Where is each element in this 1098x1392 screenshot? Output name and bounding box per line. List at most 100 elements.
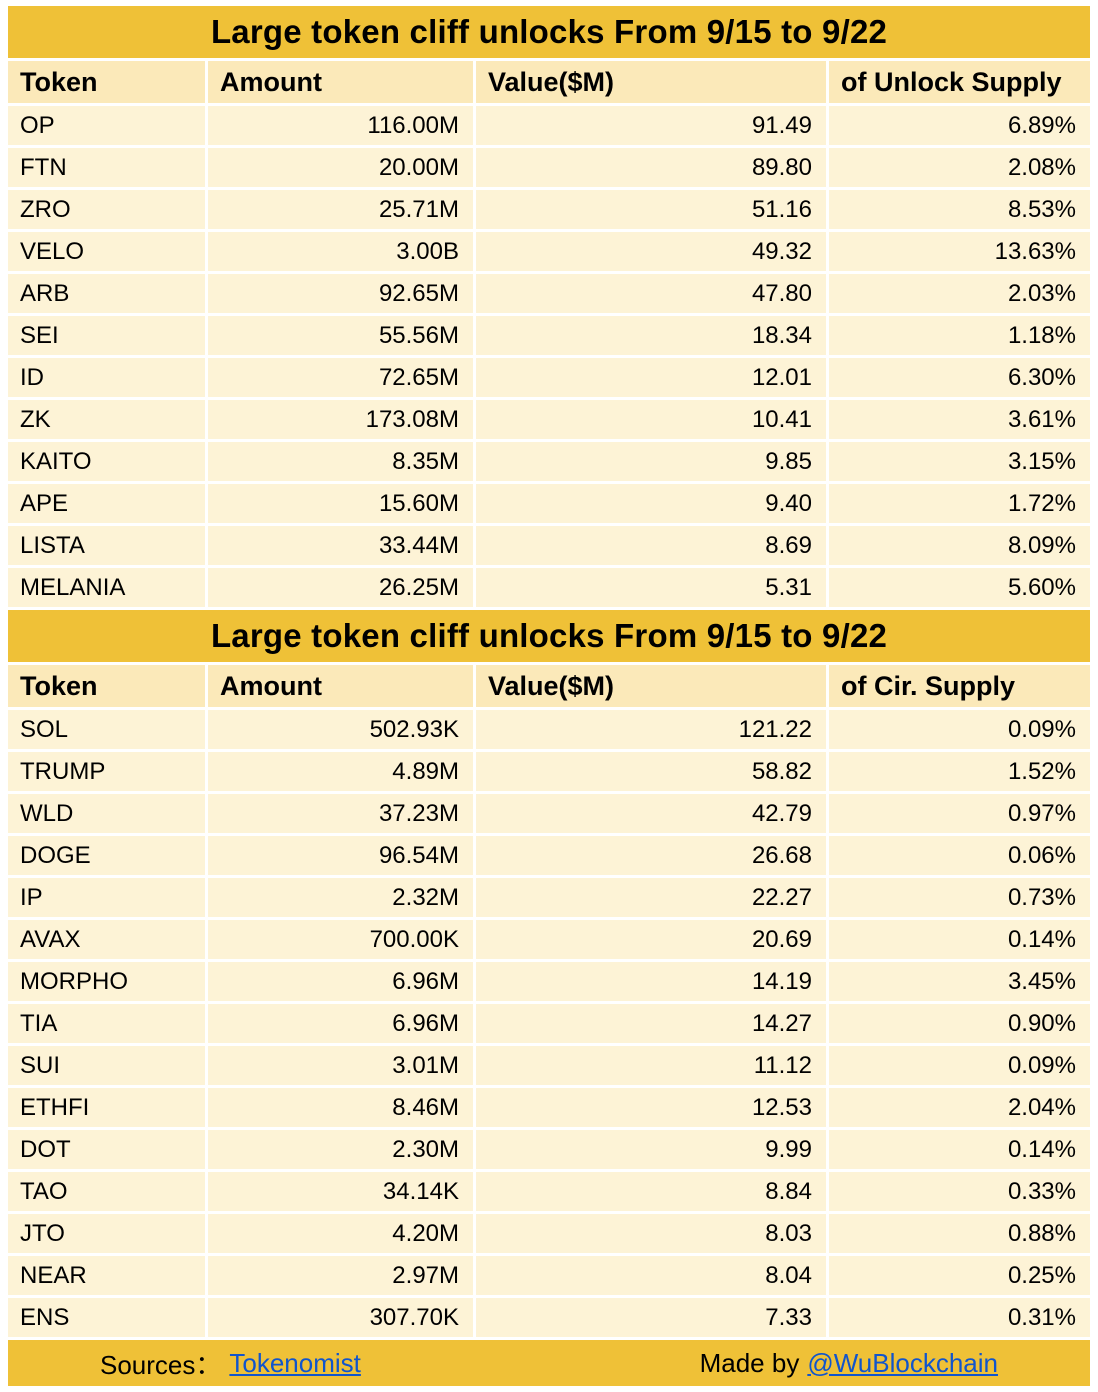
supply-cell: 1.18% <box>829 316 1090 355</box>
amount-cell: 4.89M <box>208 752 473 791</box>
sources-label: Sources： <box>100 1349 222 1380</box>
supply-cell: 3.45% <box>829 962 1090 1001</box>
column-header-supply: of Unlock Supply <box>829 61 1090 103</box>
supply-cell: 0.90% <box>829 1004 1090 1043</box>
token-cell: TAO <box>8 1172 205 1211</box>
amount-cell: 700.00K <box>208 920 473 959</box>
token-cell: MELANIA <box>8 568 205 607</box>
token-cell: DOT <box>8 1130 205 1169</box>
supply-cell: 0.88% <box>829 1214 1090 1253</box>
amount-cell: 20.00M <box>208 148 473 187</box>
token-cell: NEAR <box>8 1256 205 1295</box>
token-cell: TRUMP <box>8 752 205 791</box>
table-body: SOL 502.93K 121.22 0.09% TRUMP 4.89M 58.82 1.52… <box>8 710 1090 1337</box>
value-cell: 9.99 <box>476 1130 826 1169</box>
value-cell: 49.32 <box>476 232 826 271</box>
token-cell: ETHFI <box>8 1088 205 1127</box>
token-cell: WLD <box>8 794 205 833</box>
value-cell: 14.19 <box>476 962 826 1001</box>
token-cell: MORPHO <box>8 962 205 1001</box>
tokenomist-link[interactable]: Tokenomist <box>229 1347 361 1378</box>
value-cell: 8.04 <box>476 1256 826 1295</box>
token-cell: APE <box>8 484 205 523</box>
column-header-token: Token <box>8 61 205 103</box>
value-cell: 91.49 <box>476 106 826 145</box>
value-cell: 9.40 <box>476 484 826 523</box>
supply-cell: 8.09% <box>829 526 1090 565</box>
amount-cell: 8.35M <box>208 442 473 481</box>
value-cell: 9.85 <box>476 442 826 481</box>
supply-cell: 0.14% <box>829 920 1090 959</box>
made-by-label: Made by <box>699 1347 800 1378</box>
column-header-amount: Amount <box>208 665 473 707</box>
token-cell: ARB <box>8 274 205 313</box>
token-cell: OP <box>8 106 205 145</box>
token-cell: JTO <box>8 1214 205 1253</box>
amount-cell: 3.01M <box>208 1046 473 1085</box>
amount-cell: 2.97M <box>208 1256 473 1295</box>
column-header-amount: Amount <box>208 61 473 103</box>
amount-cell: 3.00B <box>208 232 473 271</box>
amount-cell: 116.00M <box>208 106 473 145</box>
amount-cell: 37.23M <box>208 794 473 833</box>
token-cell: AVAX <box>8 920 205 959</box>
token-cell: ZRO <box>8 190 205 229</box>
value-cell: 51.16 <box>476 190 826 229</box>
token-cell: SEI <box>8 316 205 355</box>
amount-cell: 15.60M <box>208 484 473 523</box>
value-cell: 8.69 <box>476 526 826 565</box>
amount-cell: 6.96M <box>208 1004 473 1043</box>
amount-cell: 92.65M <box>208 274 473 313</box>
token-cell: TIA <box>8 1004 205 1043</box>
column-header-value: Value($M) <box>476 665 826 707</box>
value-cell: 12.53 <box>476 1088 826 1127</box>
unlock-supply-table: Large token cliff unlocks From 9/15 to 9… <box>8 6 1090 607</box>
value-cell: 42.79 <box>476 794 826 833</box>
token-cell: LISTA <box>8 526 205 565</box>
token-cell: DOGE <box>8 836 205 875</box>
amount-cell: 2.30M <box>208 1130 473 1169</box>
footer-bar: Sources： Tokenomist Made by @WuBlockchai… <box>8 1340 1090 1386</box>
value-cell: 8.84 <box>476 1172 826 1211</box>
supply-cell: 2.08% <box>829 148 1090 187</box>
supply-cell: 0.31% <box>829 1298 1090 1337</box>
supply-cell: 0.73% <box>829 878 1090 917</box>
amount-cell: 2.32M <box>208 878 473 917</box>
amount-cell: 96.54M <box>208 836 473 875</box>
token-cell: VELO <box>8 232 205 271</box>
supply-cell: 0.25% <box>829 1256 1090 1295</box>
supply-cell: 2.03% <box>829 274 1090 313</box>
value-cell: 121.22 <box>476 710 826 749</box>
amount-cell: 26.25M <box>208 568 473 607</box>
supply-cell: 0.09% <box>829 1046 1090 1085</box>
amount-cell: 33.44M <box>208 526 473 565</box>
value-cell: 89.80 <box>476 148 826 187</box>
supply-cell: 0.33% <box>829 1172 1090 1211</box>
token-cell: ENS <box>8 1298 205 1337</box>
amount-cell: 173.08M <box>208 400 473 439</box>
column-header-supply: of Cir. Supply <box>829 665 1090 707</box>
value-cell: 20.69 <box>476 920 826 959</box>
column-header-value: Value($M) <box>476 61 826 103</box>
table-title: Large token cliff unlocks From 9/15 to 9… <box>8 610 1090 662</box>
column-header-token: Token <box>8 665 205 707</box>
supply-cell: 6.89% <box>829 106 1090 145</box>
value-cell: 18.34 <box>476 316 826 355</box>
cir-supply-table: Large token cliff unlocks From 9/15 to 9… <box>8 610 1090 1337</box>
amount-cell: 25.71M <box>208 190 473 229</box>
token-cell: FTN <box>8 148 205 187</box>
wublockchain-link[interactable]: @WuBlockchain <box>807 1347 998 1378</box>
supply-cell: 0.97% <box>829 794 1090 833</box>
value-cell: 7.33 <box>476 1298 826 1337</box>
value-cell: 22.27 <box>476 878 826 917</box>
token-cell: SOL <box>8 710 205 749</box>
value-cell: 8.03 <box>476 1214 826 1253</box>
value-cell: 12.01 <box>476 358 826 397</box>
table-title: Large token cliff unlocks From 9/15 to 9… <box>8 6 1090 58</box>
supply-cell: 0.06% <box>829 836 1090 875</box>
value-cell: 10.41 <box>476 400 826 439</box>
token-cell: SUI <box>8 1046 205 1085</box>
value-cell: 58.82 <box>476 752 826 791</box>
supply-cell: 2.04% <box>829 1088 1090 1127</box>
